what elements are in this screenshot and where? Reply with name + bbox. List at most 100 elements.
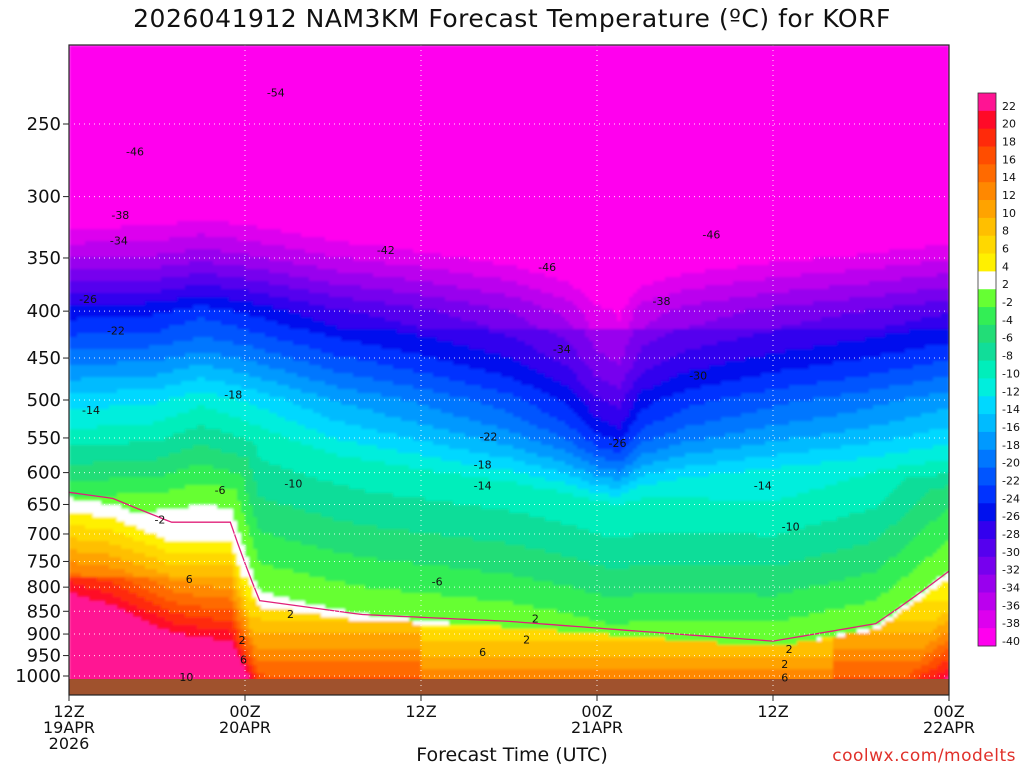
contour-label: 2 xyxy=(781,658,788,671)
ground-strip xyxy=(69,679,949,695)
y-tick-label: 500 xyxy=(27,390,61,411)
colorbar-swatch xyxy=(978,200,996,218)
y-tick-label: 600 xyxy=(27,463,61,484)
contour-label: -10 xyxy=(782,521,800,534)
colorbar-swatch xyxy=(978,111,996,129)
colorbar-swatch xyxy=(978,450,996,468)
y-tick-label: 450 xyxy=(27,348,61,369)
colorbar-label: 18 xyxy=(1002,136,1016,149)
contour-label: -26 xyxy=(79,293,97,306)
colorbar-label: -22 xyxy=(1002,474,1020,487)
y-tick-label: 950 xyxy=(27,646,61,667)
colorbar-swatch xyxy=(978,93,996,111)
colorbar-label: -2 xyxy=(1002,296,1013,309)
contour-label: -2 xyxy=(154,513,165,526)
colorbar-label: 10 xyxy=(1002,207,1016,220)
colorbar-label: -40 xyxy=(1002,635,1020,648)
colorbar-label: 16 xyxy=(1002,153,1016,166)
colorbar-swatch xyxy=(978,503,996,521)
y-tick-label: 550 xyxy=(27,428,61,449)
contour-label: -14 xyxy=(474,480,492,493)
colorbar-label: -28 xyxy=(1002,528,1020,541)
colorbar-swatch xyxy=(978,414,996,432)
colorbar-label: -38 xyxy=(1002,617,1020,630)
x-tick-label: 22APR xyxy=(923,718,975,737)
contour-label: -30 xyxy=(689,369,707,382)
y-tick-label: 300 xyxy=(27,187,61,208)
x-tick-label: 12Z xyxy=(405,702,436,721)
contour-label: 10 xyxy=(179,671,193,684)
colorbar-swatch xyxy=(978,325,996,343)
colorbar-label: -34 xyxy=(1002,581,1020,594)
colorbar-swatch xyxy=(978,396,996,414)
colorbar-label: -4 xyxy=(1002,314,1013,327)
colorbar-label: 12 xyxy=(1002,189,1016,202)
contour-label: 6 xyxy=(186,573,193,586)
contour-label: -34 xyxy=(553,343,571,356)
colorbar-label: -12 xyxy=(1002,385,1020,398)
colorbar-swatch xyxy=(978,468,996,486)
temperature-field xyxy=(69,45,950,698)
colorbar-label: 4 xyxy=(1002,260,1009,273)
y-tick-label: 1000 xyxy=(15,666,61,687)
contour-label: -22 xyxy=(107,325,125,338)
contour-label: -34 xyxy=(110,235,128,248)
colorbar-label: -20 xyxy=(1002,457,1020,470)
colorbar-swatch xyxy=(978,182,996,200)
colorbar-label: -6 xyxy=(1002,332,1013,345)
colorbar-label: -8 xyxy=(1002,350,1013,363)
colorbar-swatch xyxy=(978,343,996,361)
colorbar-swatch xyxy=(978,164,996,182)
colorbar-swatch xyxy=(978,147,996,165)
colorbar-swatch xyxy=(978,236,996,254)
colorbar: 222018161412108642-2-4-6-8-10-12-14-16-1… xyxy=(978,93,1020,648)
contour-label: -26 xyxy=(609,437,627,450)
colorbar-swatch xyxy=(978,307,996,325)
contour-label: -46 xyxy=(538,261,556,274)
contour-label: 2 xyxy=(239,634,246,647)
colorbar-label: -16 xyxy=(1002,421,1020,434)
colorbar-swatch xyxy=(978,521,996,539)
contour-label: 2 xyxy=(523,633,530,646)
contour-label: 6 xyxy=(240,654,247,667)
y-axis: 2503003504004505005506006507007508008509… xyxy=(15,114,69,687)
contour-label: 6 xyxy=(781,672,788,685)
contour-label: 2 xyxy=(532,613,539,626)
colorbar-label: 20 xyxy=(1002,118,1016,131)
colorbar-swatch xyxy=(978,592,996,610)
y-tick-label: 650 xyxy=(27,494,61,515)
y-tick-label: 750 xyxy=(27,551,61,572)
contour-label: -38 xyxy=(653,295,671,308)
contour-label: -42 xyxy=(377,244,395,257)
contour-label: -46 xyxy=(126,146,144,159)
colorbar-swatch xyxy=(978,378,996,396)
contour-label: -22 xyxy=(479,431,497,444)
contour-label: -14 xyxy=(82,404,100,417)
y-tick-label: 350 xyxy=(27,248,61,269)
colorbar-label: -10 xyxy=(1002,367,1020,380)
colorbar-label: 8 xyxy=(1002,225,1009,238)
contour-label: 6 xyxy=(479,646,486,659)
credit-link[interactable]: coolwx.com/modelts xyxy=(832,746,1016,766)
colorbar-label: -14 xyxy=(1002,403,1020,416)
y-tick-label: 900 xyxy=(27,624,61,645)
contour-label: 2 xyxy=(786,643,793,656)
colorbar-swatch xyxy=(978,485,996,503)
x-tick-label: 12Z xyxy=(757,702,788,721)
colorbar-swatch xyxy=(978,432,996,450)
colorbar-swatch xyxy=(978,289,996,307)
y-tick-label: 250 xyxy=(27,114,61,135)
contour-label: -46 xyxy=(702,229,720,242)
y-tick-label: 400 xyxy=(27,301,61,322)
contour-label: -18 xyxy=(224,388,242,401)
y-tick-label: 850 xyxy=(27,601,61,622)
contour-label: -6 xyxy=(215,484,226,497)
colorbar-swatch xyxy=(978,575,996,593)
colorbar-swatch xyxy=(978,129,996,147)
contour-label: -14 xyxy=(754,480,772,493)
colorbar-swatch xyxy=(978,557,996,575)
y-tick-label: 800 xyxy=(27,577,61,598)
colorbar-label: -30 xyxy=(1002,546,1020,559)
contour-label: -10 xyxy=(284,478,302,491)
